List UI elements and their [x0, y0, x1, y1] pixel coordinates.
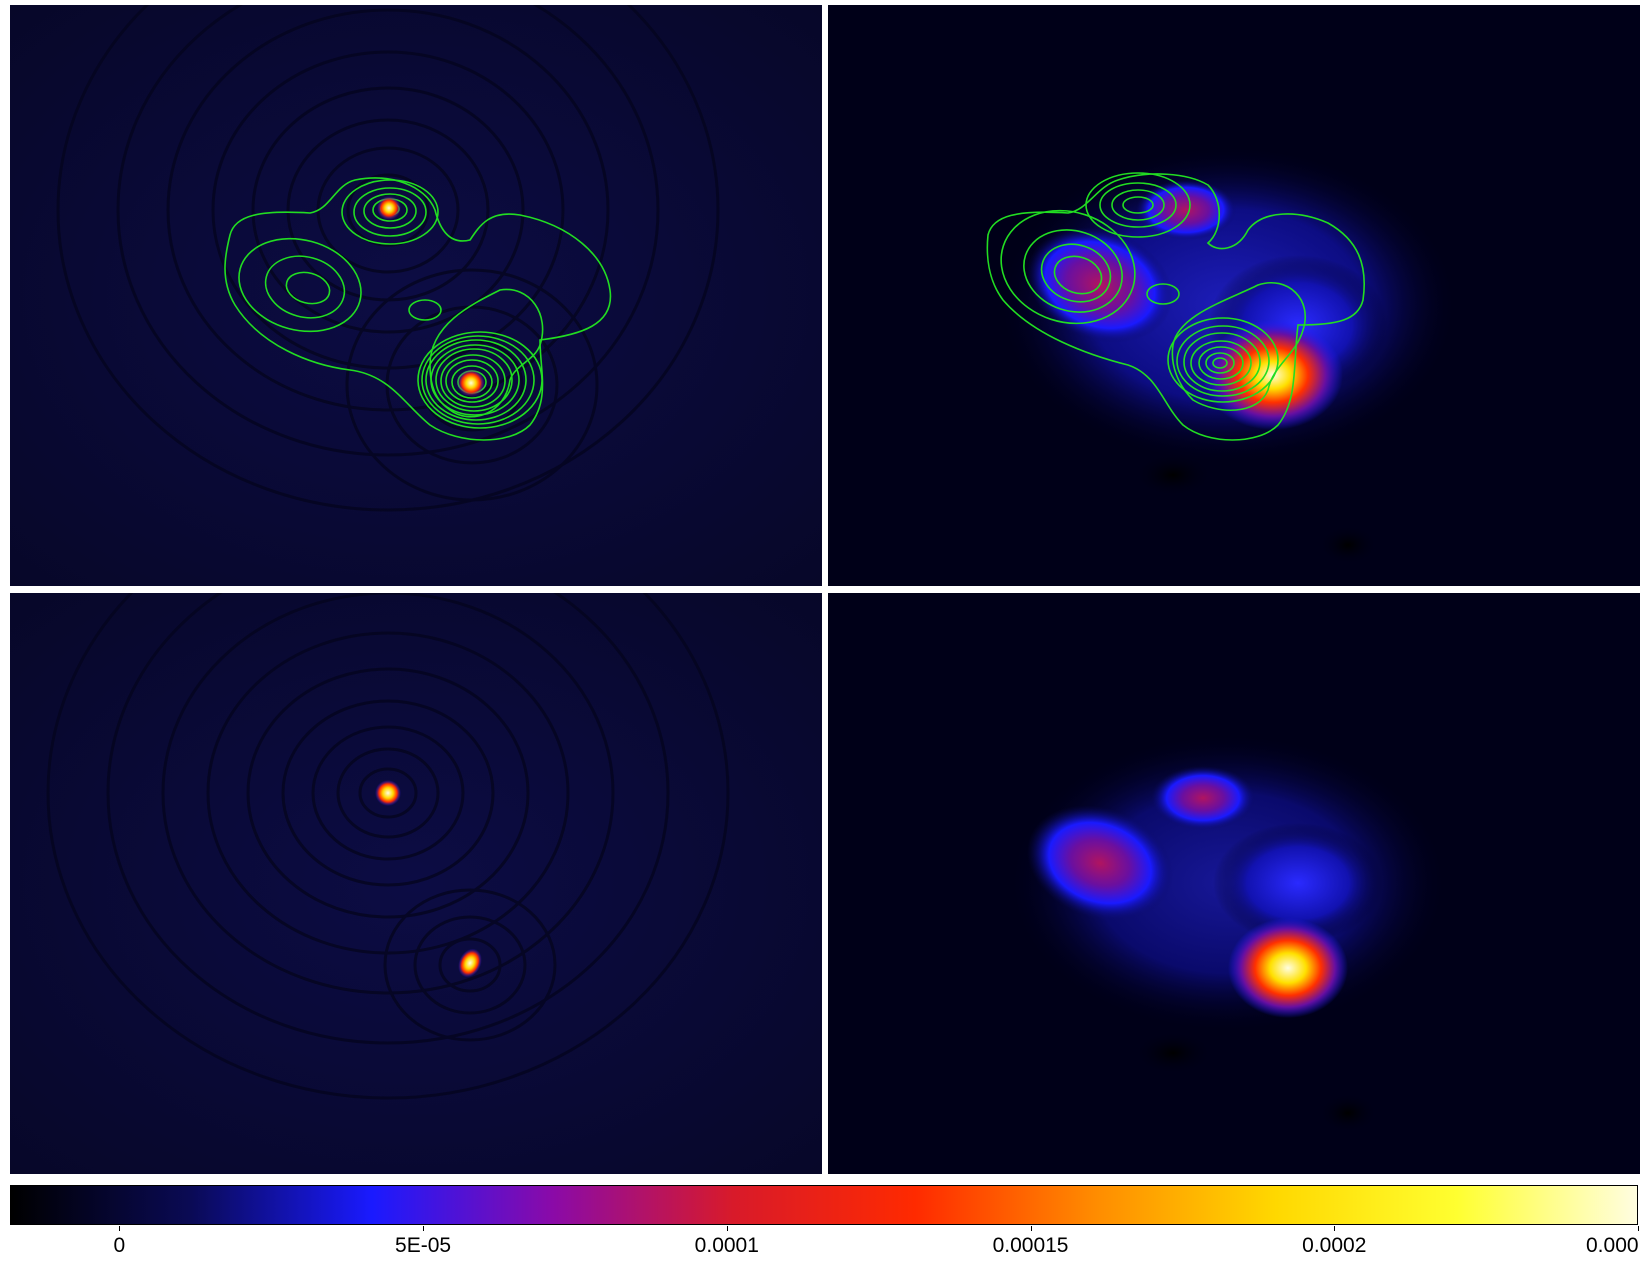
colorbar-tick-mark — [726, 1226, 728, 1231]
compact-source-upper — [377, 196, 401, 220]
restored-image-contours-panel — [10, 5, 822, 586]
colorbar — [10, 1185, 1638, 1225]
ripple-rings — [46, 593, 730, 1100]
restored-image-svg — [10, 593, 822, 1174]
magenta-blob-top — [1151, 766, 1255, 830]
colorbar-axis: 0 5E-05 0.0001 0.00015 0.0002 0.000 — [10, 1226, 1639, 1261]
magenta-blob-top — [1136, 180, 1236, 240]
bright-blob — [1228, 918, 1348, 1018]
colorbar-tick-mark — [1030, 1226, 1032, 1231]
colorbar-tick-label: 5E-05 — [395, 1234, 452, 1257]
convolved-image-contours-svg — [828, 5, 1640, 586]
contour-lines — [224, 177, 612, 441]
colorbar-tick-label: 0.000 — [1586, 1234, 1639, 1257]
dark-patch — [1318, 1093, 1378, 1133]
dark-patch — [1133, 1031, 1213, 1075]
convolved-image-contours-panel — [828, 5, 1640, 586]
magenta-blob-left — [1027, 805, 1173, 921]
colorbar-tick-mark — [1638, 1226, 1639, 1231]
colorbar-tick-mark — [1334, 1226, 1336, 1231]
colorbar-tick-label: 0.00015 — [992, 1234, 1069, 1257]
contour-lines — [986, 172, 1365, 441]
restored-image-contours-svg — [10, 5, 822, 586]
compact-source-lower — [457, 369, 485, 397]
restored-image-panel — [10, 593, 822, 1174]
compact-source-upper — [375, 780, 401, 806]
colorbar-tick-label: 0.0001 — [694, 1234, 759, 1257]
convolved-image-svg — [828, 593, 1640, 1174]
compact-source-lower — [458, 948, 482, 978]
colorbar-tick-mark — [119, 1226, 121, 1231]
panel-background — [10, 593, 822, 1174]
colorbar-tick-mark — [423, 1226, 425, 1231]
blue-blob-right — [1213, 823, 1383, 943]
colorbar-tick-label: 0 — [113, 1234, 126, 1257]
dark-patch — [1133, 453, 1213, 497]
colorbar-tick-label: 0.0002 — [1302, 1234, 1367, 1257]
convolved-image-panel — [828, 593, 1640, 1174]
dark-patch — [1318, 525, 1378, 565]
